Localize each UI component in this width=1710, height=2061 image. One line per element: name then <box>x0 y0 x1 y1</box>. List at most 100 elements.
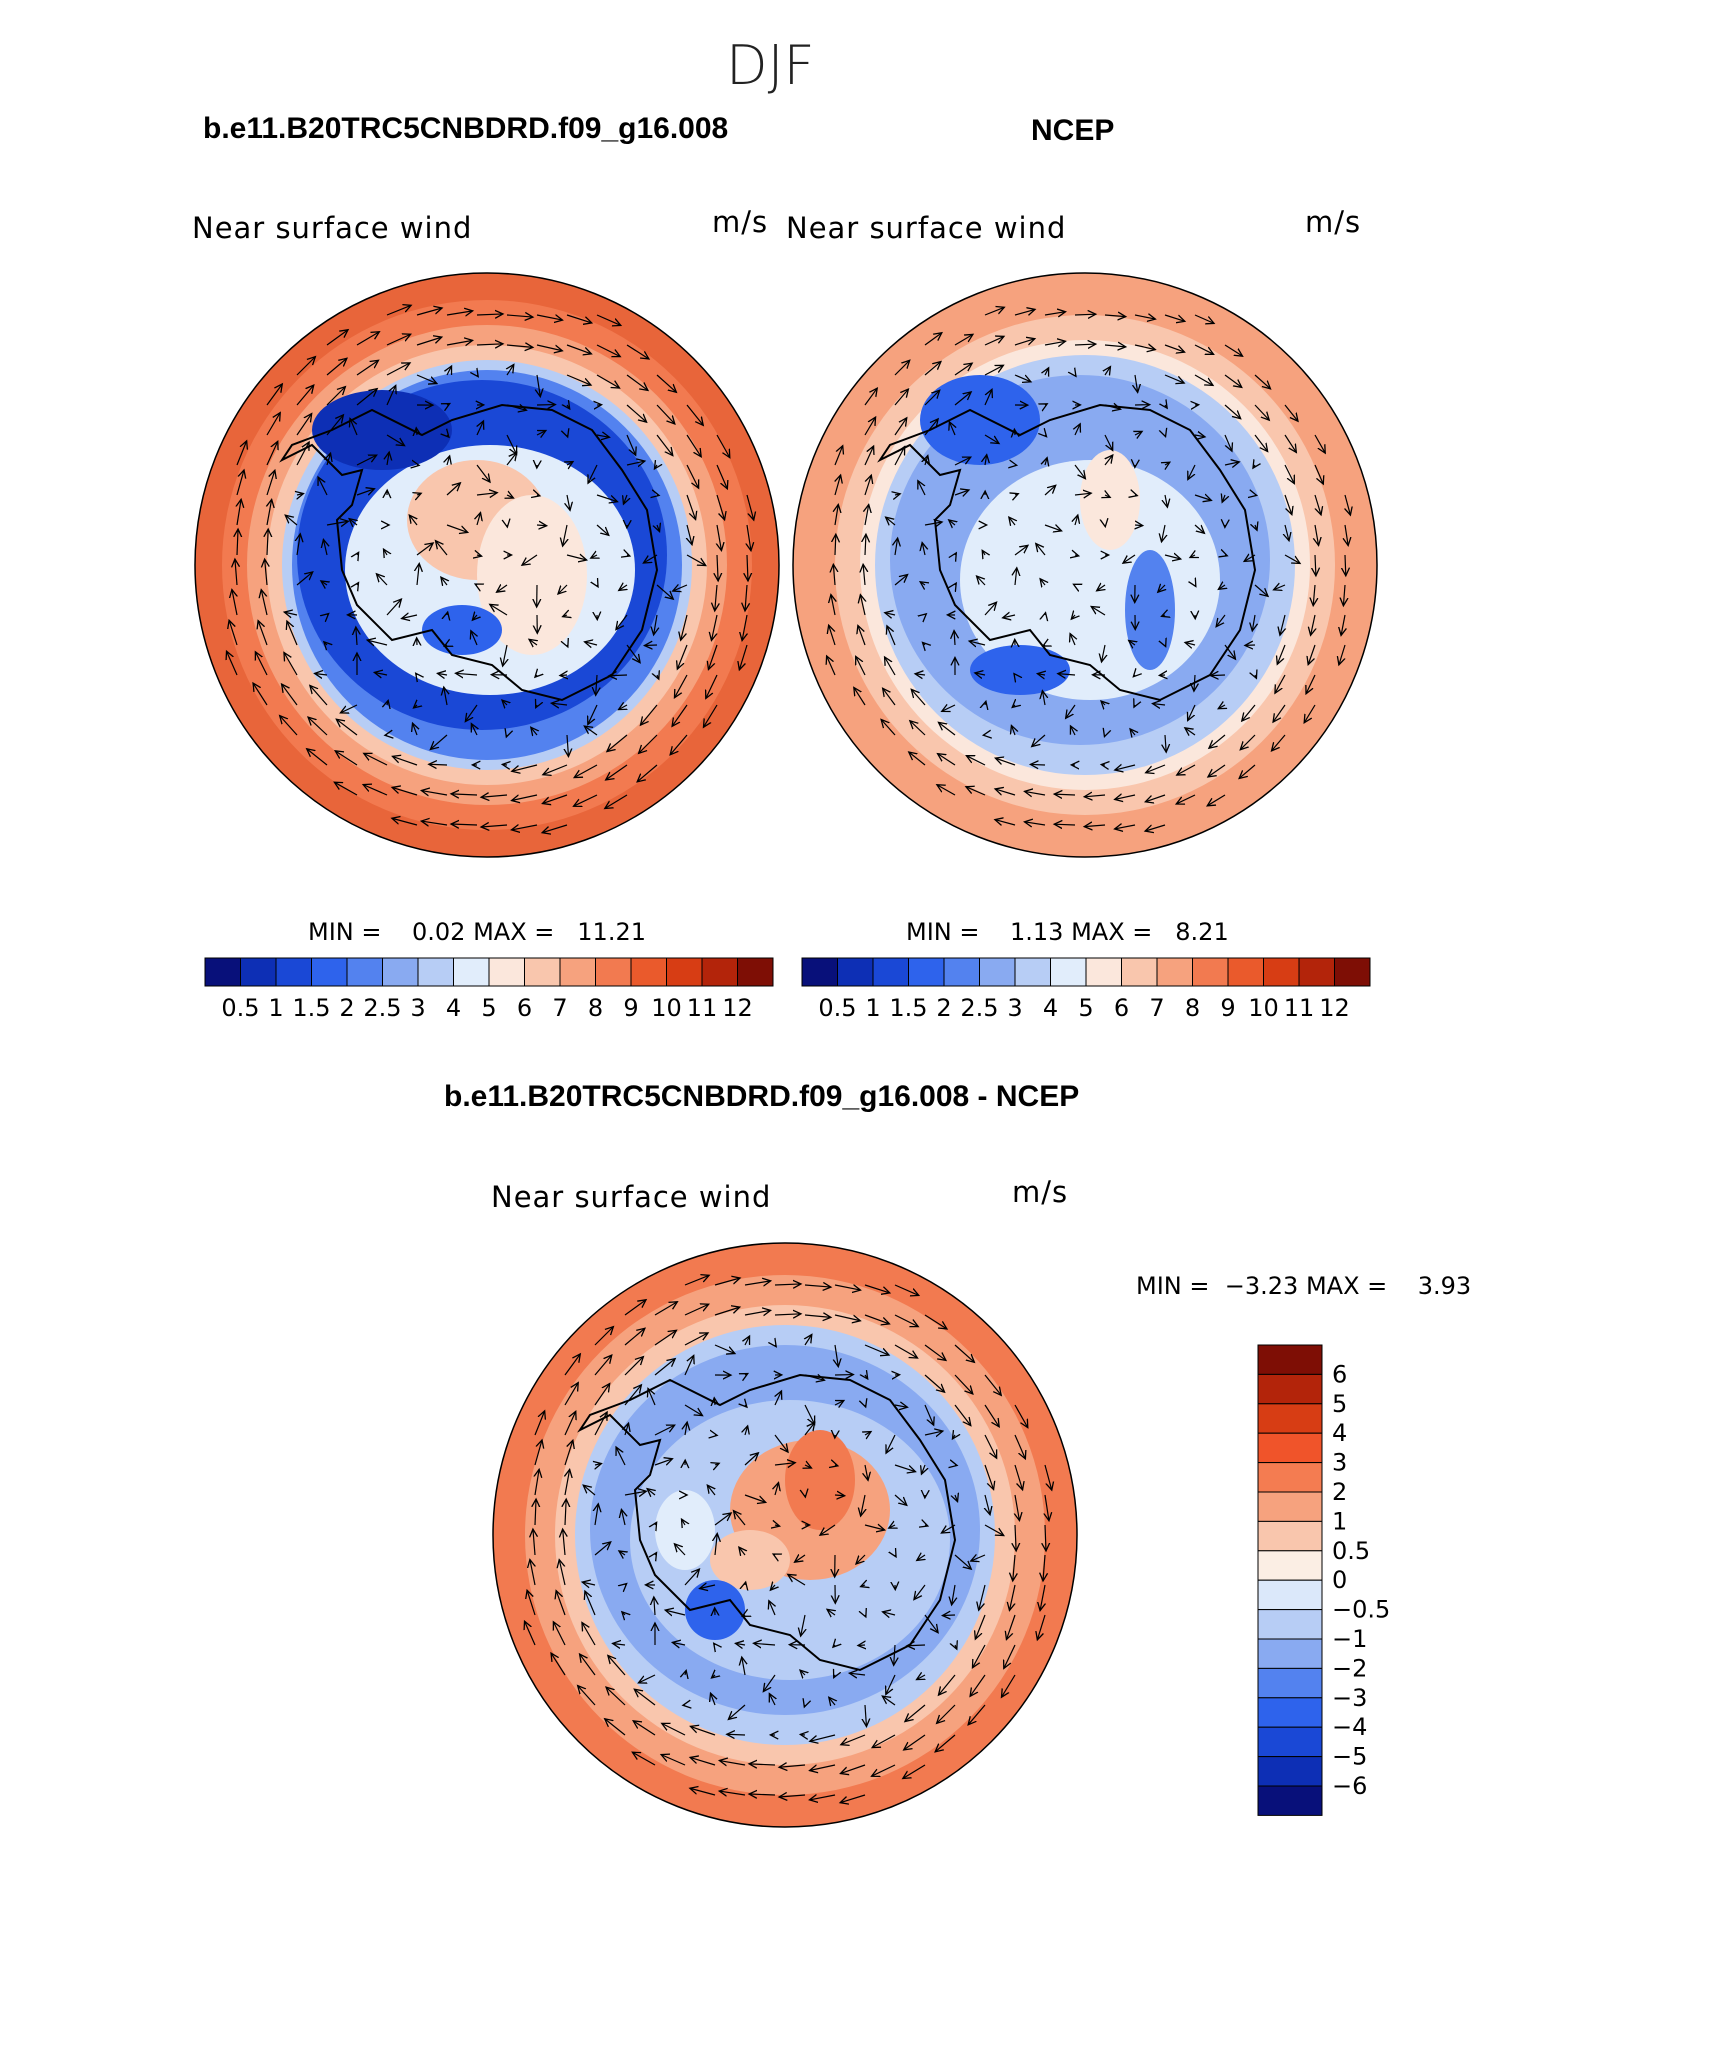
obs-wind-vector <box>985 701 986 705</box>
model-wind-vector <box>367 640 388 645</box>
diff-polar-map <box>492 1242 1078 1828</box>
model-wind-vector <box>267 529 268 556</box>
model-wind-vector <box>413 723 417 736</box>
obs-wind-vector <box>1014 674 1015 675</box>
diff-wind-vector <box>583 1485 596 1496</box>
model-units-label: m/s <box>712 205 769 239</box>
diff-wind-vector <box>941 1524 956 1533</box>
obs-wind-vector <box>1224 404 1241 419</box>
obs-wind-vector <box>1066 704 1076 718</box>
obs-units-label: m/s <box>1305 205 1362 239</box>
model-wind-vector <box>626 434 636 455</box>
diff-wind-vector <box>820 1524 836 1535</box>
diff-wind-vector <box>1014 1464 1023 1490</box>
model-wind-vector <box>640 704 658 725</box>
diff-wind-vector <box>775 1345 776 1347</box>
diff-variable-label: Near surface wind <box>491 1180 772 1214</box>
model-wind-vector <box>656 584 673 599</box>
diff-wind-vector <box>582 1582 596 1585</box>
diff-wind-vector <box>564 1411 576 1436</box>
diff-wind-vector <box>684 1355 694 1376</box>
model-wind-vector <box>522 554 538 565</box>
obs-wind-vector <box>1284 464 1294 484</box>
diff-wind-vector <box>924 1314 947 1329</box>
diff-colorbar-swatch-14 <box>1257 1756 1323 1787</box>
obs-wind-vector <box>831 595 835 616</box>
model-colorbar-swatch-14 <box>701 957 738 987</box>
obs-wind-vector <box>1101 701 1105 705</box>
diff-wind-vector <box>984 1404 999 1427</box>
diff-colorbar-tick-label: −3 <box>1332 1684 1367 1712</box>
diff-wind-vector <box>556 1591 566 1616</box>
diff-wind-vector <box>535 1469 539 1496</box>
diff-wind-vector <box>1040 1584 1045 1611</box>
diff-wind-vector <box>889 1525 895 1528</box>
obs-max-label: MAX = <box>1071 918 1153 946</box>
obs-wind-vector <box>984 602 997 616</box>
obs-colorbar-swatch-9 <box>1121 957 1158 987</box>
model-wind-vector <box>686 434 701 457</box>
diff-colorbar-tick-label: 0.5 <box>1332 1537 1370 1565</box>
model-wind-vector <box>567 435 568 437</box>
diff-wind-vector <box>810 1765 836 1771</box>
diff-wind-vector <box>970 1674 986 1696</box>
obs-wind-vector <box>864 388 877 406</box>
diff-wind-vector <box>580 1654 596 1676</box>
diff-wind-vector <box>700 1585 716 1589</box>
diff-wind-vector <box>749 1794 776 1795</box>
diff-wind-vector <box>804 1285 831 1287</box>
obs-wind-vector <box>1158 585 1165 592</box>
obs-wind-vector <box>1045 435 1047 437</box>
obs-wind-vector <box>955 583 956 585</box>
obs-min-max: MIN = 1.13 MAX = 8.21 <box>906 918 1229 946</box>
obs-wind-vector <box>1275 674 1286 693</box>
obs-wind-vector <box>1304 704 1316 723</box>
diff-wind-vector <box>886 1434 896 1453</box>
model-wind-vector <box>591 555 597 558</box>
obs-wind-vector <box>834 446 843 466</box>
obs-wind-vector <box>1074 314 1096 315</box>
diff-wind-vector <box>690 1757 716 1766</box>
model-wind-vector <box>402 615 418 619</box>
model-wind-vector <box>296 414 312 436</box>
diff-wind-vector <box>684 1569 699 1586</box>
model-colorbar-swatch-9 <box>524 957 561 987</box>
obs-wind-vector <box>1011 726 1015 736</box>
obs-wind-vector <box>995 820 1016 825</box>
obs-wind-vector <box>1115 795 1136 799</box>
obs-colorbar-tick-label: 8 <box>1185 994 1200 1022</box>
diff-wind-vector <box>779 1765 806 1767</box>
obs-wind-vector <box>954 363 972 376</box>
diff-wind-vector <box>559 1560 566 1586</box>
figure-title: DJF <box>726 34 815 97</box>
diff-wind-vector <box>775 1391 781 1406</box>
model-wind-vector <box>258 621 268 646</box>
diff-min-value: −3.23 <box>1224 1272 1299 1300</box>
obs-wind-vector <box>1165 462 1170 465</box>
model-wind-vector <box>447 435 449 437</box>
diff-wind-vector <box>648 1389 656 1406</box>
diff-wind-vector <box>917 1555 925 1560</box>
obs-wind-vector <box>1194 374 1213 385</box>
diff-wind-vector <box>952 1584 955 1605</box>
model-colorbar-tick-label: 3 <box>410 994 425 1022</box>
diff-wind-vector <box>834 1314 860 1321</box>
obs-wind-vector <box>1313 584 1315 606</box>
diff-wind-vector <box>638 1674 656 1683</box>
model-wind-vector <box>444 687 447 706</box>
model-wind-vector <box>340 704 358 713</box>
obs-wind-vector <box>918 481 926 496</box>
diff-wind-vector <box>769 1601 775 1616</box>
diff-wind-vector <box>827 1609 835 1615</box>
model-max-value: 11.21 <box>577 918 646 946</box>
diff-colorbar-swatch-7 <box>1257 1550 1323 1581</box>
diff-wind-vector <box>894 1284 919 1295</box>
diff-wind-vector <box>872 1734 896 1748</box>
model-wind-vector <box>285 515 298 526</box>
obs-colorbar-tick-label: 1.5 <box>889 994 927 1022</box>
diff-wind-vector <box>883 1612 896 1615</box>
diff-wind-vector <box>1009 1584 1015 1610</box>
obs-wind-vector <box>1224 434 1232 451</box>
model-wind-vector <box>716 494 725 520</box>
diff-wind-vector <box>625 1423 629 1436</box>
